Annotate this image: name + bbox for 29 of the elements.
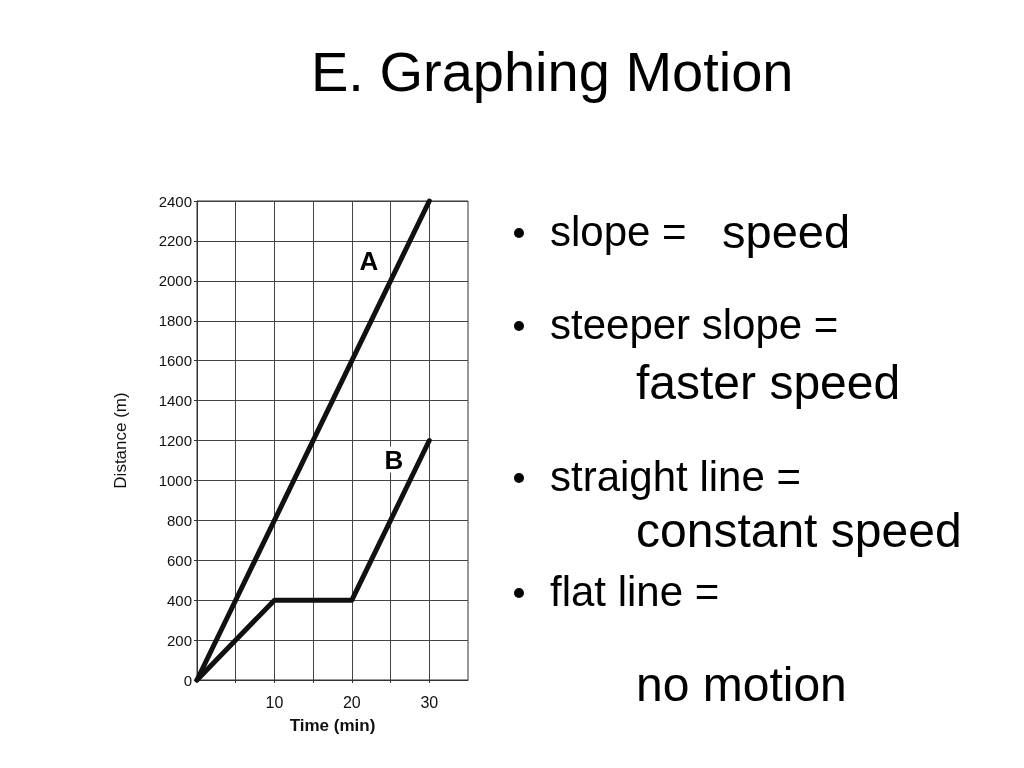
chart-title: E. Graphing Motion	[311, 39, 794, 103]
text: steeper slope =	[550, 300, 839, 350]
text: faster speed	[636, 355, 901, 411]
text: slope =	[550, 207, 687, 257]
text: constant speed	[636, 503, 962, 559]
y-tick-label: 2400	[158, 192, 192, 210]
y-tick-label: 600	[166, 551, 192, 569]
text: flat line =	[550, 567, 720, 617]
x-tick-label: 30	[420, 693, 439, 711]
y-tick-label: 800	[166, 511, 192, 529]
x-tick-label: 20	[342, 693, 361, 711]
y-tick-label: 200	[166, 631, 192, 649]
y-tick-label: 1400	[158, 392, 192, 410]
y-axis-title: Distance (m)	[111, 392, 130, 489]
y-tick-label: 1000	[158, 471, 192, 489]
series-label: A	[359, 246, 379, 276]
y-tick-label: 2000	[158, 272, 192, 290]
x-tick-label: 10	[265, 693, 284, 711]
y-tick-label: 1200	[158, 432, 192, 449]
series-label: B	[384, 444, 404, 475]
y-tick-label: 2200	[158, 232, 192, 250]
y-tick-label: 1600	[158, 352, 192, 370]
text: speed	[722, 204, 851, 260]
y-tick-label: 0	[183, 671, 192, 689]
y-tick-label: 1800	[158, 312, 192, 330]
y-tick-label: 400	[166, 591, 192, 609]
text: straight line =	[550, 452, 801, 502]
text: no motion	[636, 657, 847, 713]
x-axis-title: Time (min)	[289, 716, 376, 735]
